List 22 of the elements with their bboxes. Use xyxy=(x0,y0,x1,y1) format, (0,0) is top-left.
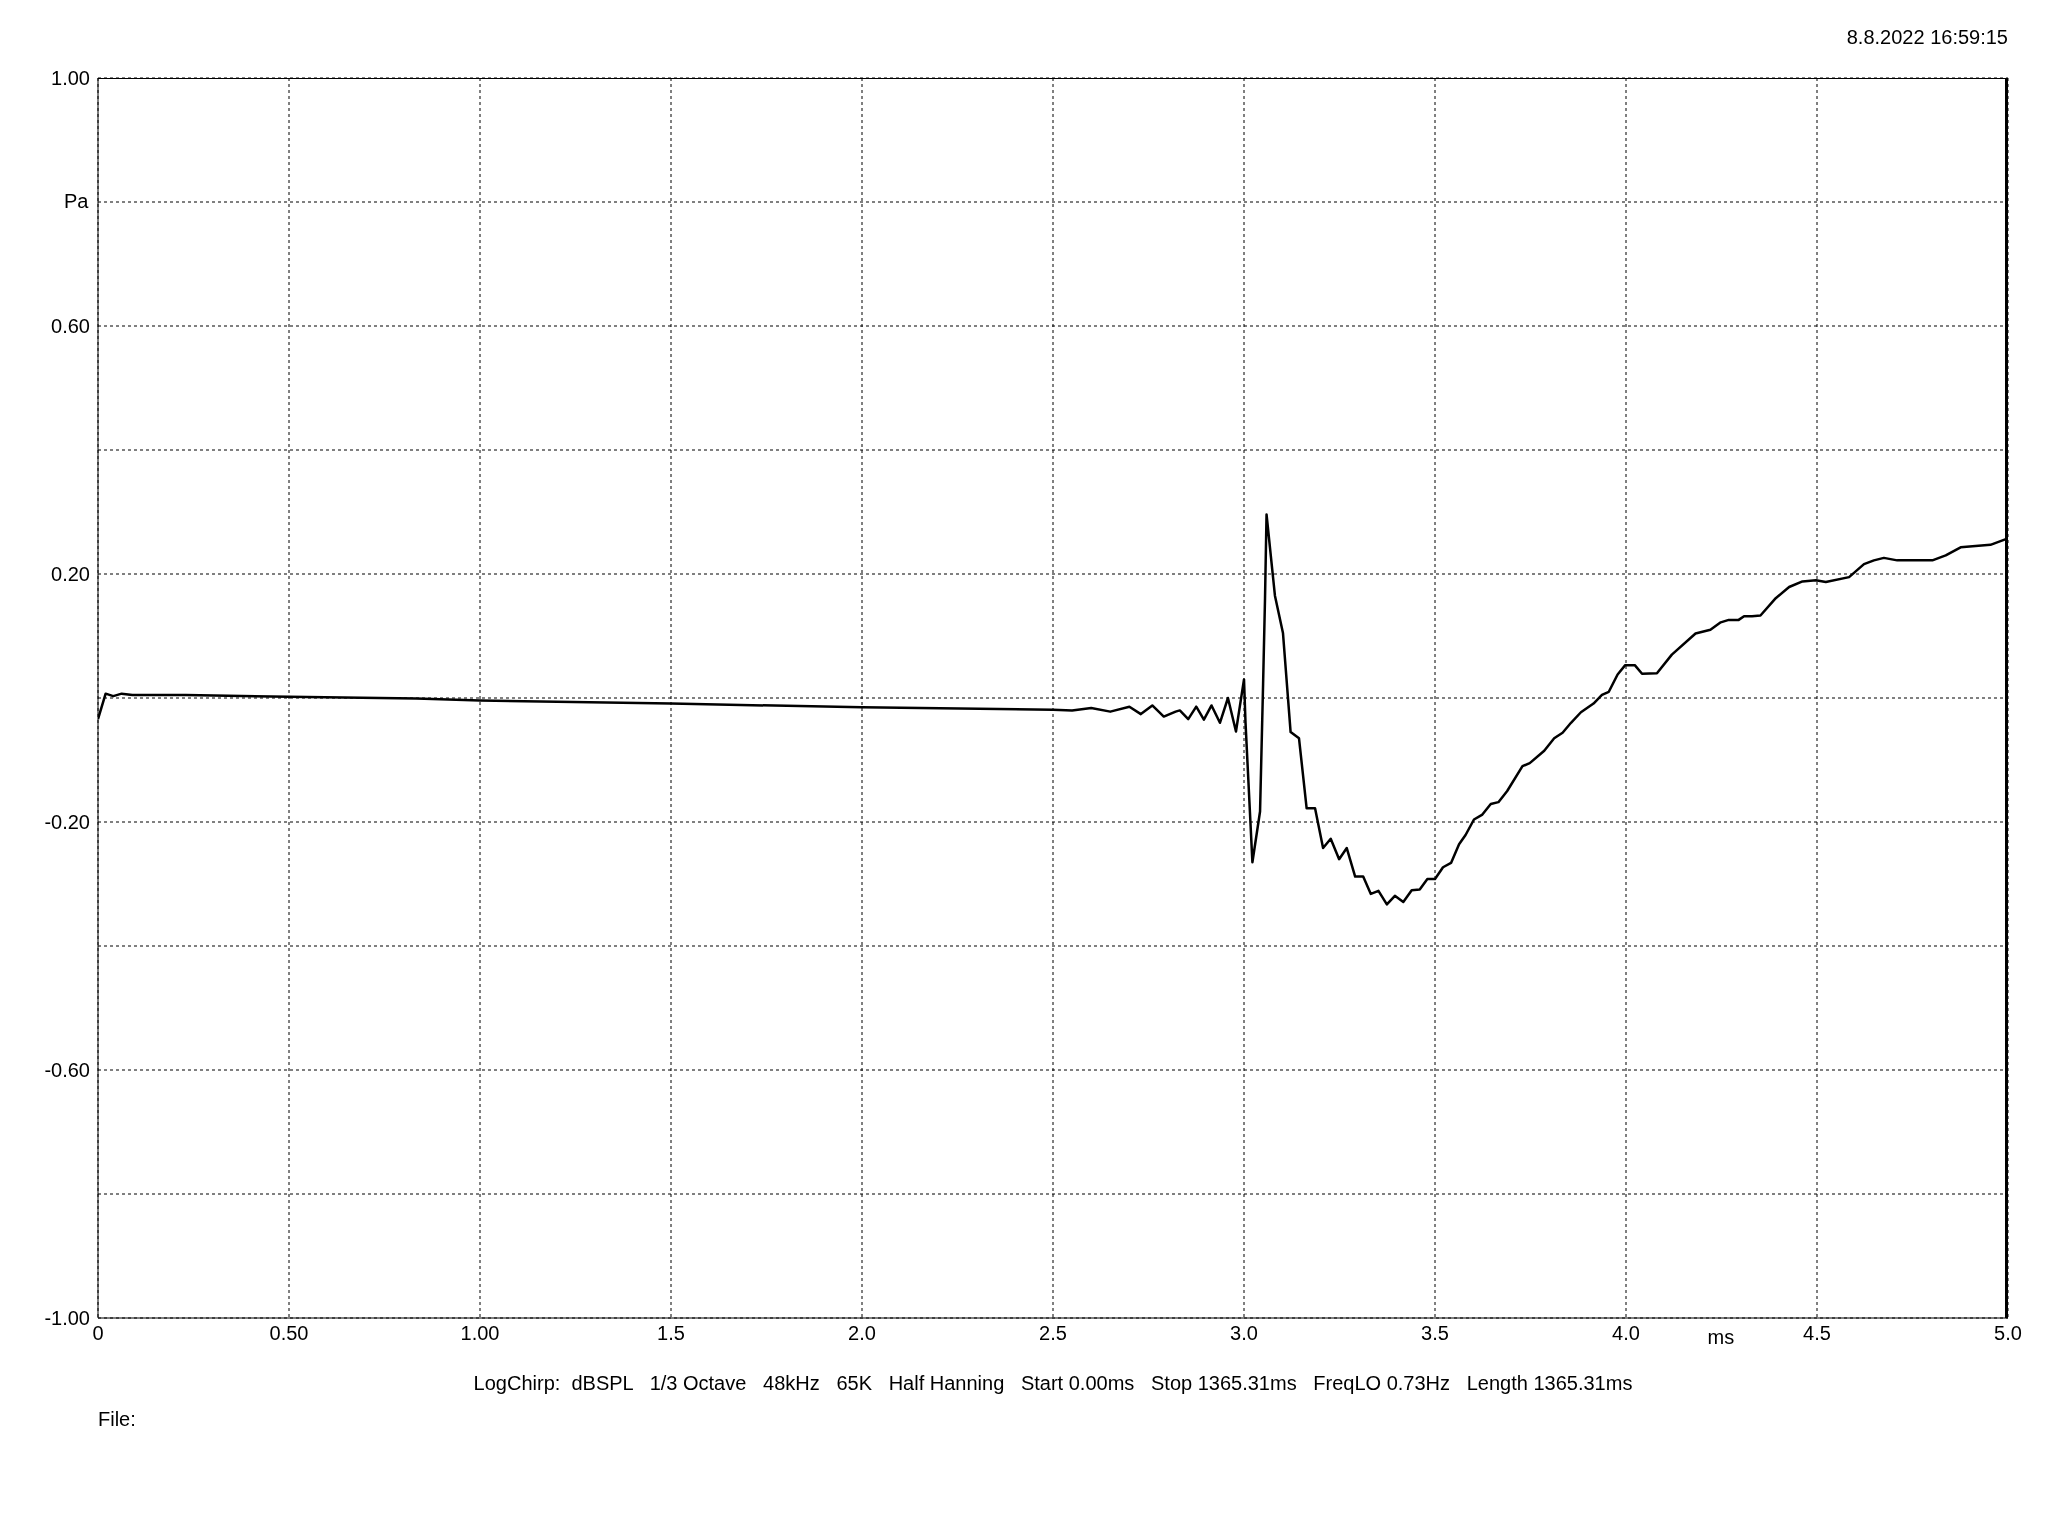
x-tick-label: 4.0 xyxy=(1612,1322,1640,1345)
y-tick-label: -1.00 xyxy=(44,1307,90,1330)
text: LogChirp: dBSPL 1/3 Octave 48kHz 65K Half Hanning Start 0.00ms Stop 1365.31ms FreqLO 0.73Hz Length 1365.31ms xyxy=(472,1372,1634,1395)
y-axis-title: Pa xyxy=(64,190,89,213)
y-tick-label: 1.00 xyxy=(51,67,90,90)
text: 8.8.2022 16:59:15 xyxy=(1846,26,2008,49)
x-tick-label: 3.5 xyxy=(1421,1322,1449,1345)
x-tick-label: 2.5 xyxy=(1039,1322,1067,1345)
x-tick-label: 4.5 xyxy=(1803,1322,1831,1345)
x-tick-label: 1.5 xyxy=(657,1322,685,1345)
x-axis-title: ms xyxy=(1707,1326,1735,1349)
y-tick-label: 0.20 xyxy=(51,563,90,586)
x-tick-label: 1.00 xyxy=(460,1322,500,1345)
x-tick-label: 3.0 xyxy=(1230,1322,1258,1345)
y-tick-label: -0.20 xyxy=(44,811,90,834)
y-tick-label: -0.60 xyxy=(44,1059,90,1082)
x-tick-label: 0 xyxy=(92,1322,104,1345)
x-tick-label: 0.50 xyxy=(269,1322,309,1345)
y-tick-label: 0.60 xyxy=(51,315,90,338)
text: File: xyxy=(98,1408,136,1431)
x-tick-label: 5.0 xyxy=(1994,1322,2022,1345)
x-tick-label: 2.0 xyxy=(848,1322,876,1345)
